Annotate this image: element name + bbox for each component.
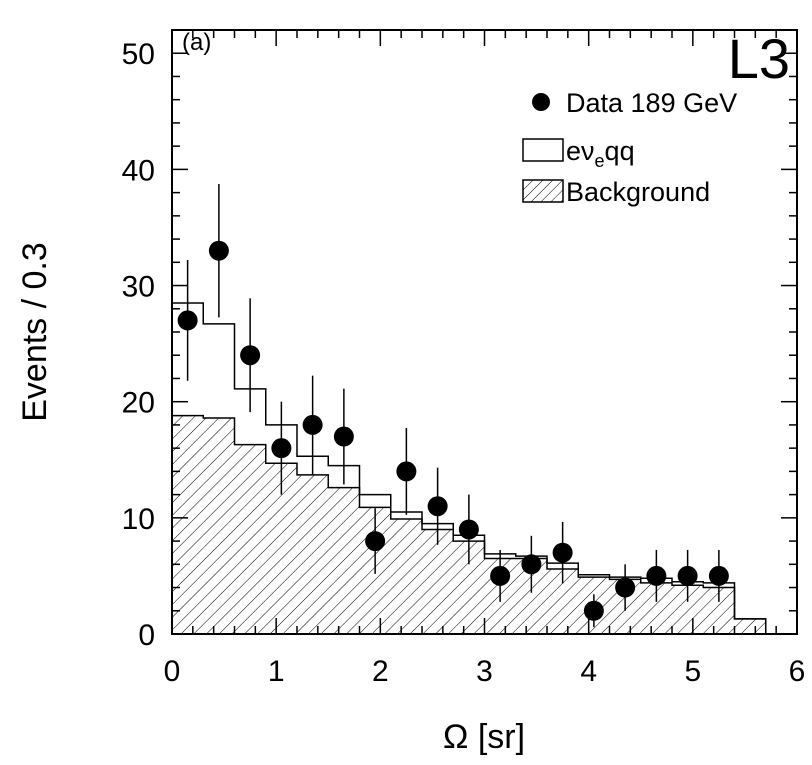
data-point bbox=[677, 565, 698, 586]
legend-background-label: Background bbox=[566, 177, 710, 207]
axis-tick-labels: 0 1 2 3 4 5 6 0 10 20 30 40 50 bbox=[122, 38, 806, 688]
background-bin bbox=[203, 417, 235, 634]
x-tick-label: 3 bbox=[476, 655, 493, 688]
data-point bbox=[490, 565, 511, 586]
panel-label: (a) bbox=[182, 29, 211, 56]
y-tick-label: 0 bbox=[138, 619, 155, 652]
data-point bbox=[177, 310, 198, 331]
background-bin bbox=[172, 415, 204, 634]
background-bin bbox=[390, 519, 422, 634]
y-axis-title: Events / 0.3 bbox=[16, 242, 54, 422]
x-axis-title: Ω [sr] bbox=[443, 718, 525, 756]
legend-data-label: Data 189 GeV bbox=[566, 88, 737, 118]
y-tick-label: 20 bbox=[122, 387, 155, 420]
background-outline bbox=[171, 414, 767, 634]
data-point bbox=[302, 414, 323, 435]
legend-signal-swatch bbox=[522, 138, 564, 162]
legend-background-swatch bbox=[522, 179, 564, 203]
background-bin bbox=[328, 487, 360, 634]
x-tick-label: 1 bbox=[268, 655, 285, 688]
data-point bbox=[240, 345, 261, 366]
data-points-layer bbox=[177, 183, 729, 628]
x-tick-label: 0 bbox=[164, 655, 181, 688]
data-point bbox=[583, 600, 604, 621]
x-tick-label: 4 bbox=[580, 655, 597, 688]
data-point bbox=[396, 461, 417, 482]
background-bin bbox=[734, 618, 766, 634]
data-point bbox=[552, 542, 573, 563]
background-bin bbox=[297, 474, 329, 634]
legend: Data 189 GeV eνeqq Background bbox=[522, 88, 737, 207]
x-tick-label: 6 bbox=[789, 655, 806, 688]
histogram-layer bbox=[171, 302, 767, 634]
x-tick-label: 2 bbox=[372, 655, 389, 688]
y-tick-label: 50 bbox=[122, 38, 155, 71]
data-point bbox=[708, 565, 729, 586]
data-point bbox=[271, 438, 292, 459]
data-point bbox=[427, 496, 448, 517]
y-tick-label: 10 bbox=[122, 503, 155, 536]
legend-signal-label: eνeqq bbox=[566, 136, 635, 171]
y-tick-label: 40 bbox=[122, 154, 155, 187]
axis-ticks bbox=[171, 29, 798, 635]
y-tick-label: 30 bbox=[122, 271, 155, 304]
x-tick-label: 5 bbox=[684, 655, 701, 688]
background-bin bbox=[234, 444, 266, 634]
legend-data-marker bbox=[532, 93, 550, 111]
data-point bbox=[458, 519, 479, 540]
data-point bbox=[333, 426, 354, 447]
background-bin bbox=[422, 529, 454, 634]
data-point bbox=[521, 554, 542, 575]
data-point bbox=[615, 577, 636, 598]
experiment-label: L3 bbox=[728, 27, 790, 90]
data-point bbox=[365, 531, 386, 552]
data-point bbox=[646, 565, 667, 586]
data-point bbox=[208, 240, 229, 261]
